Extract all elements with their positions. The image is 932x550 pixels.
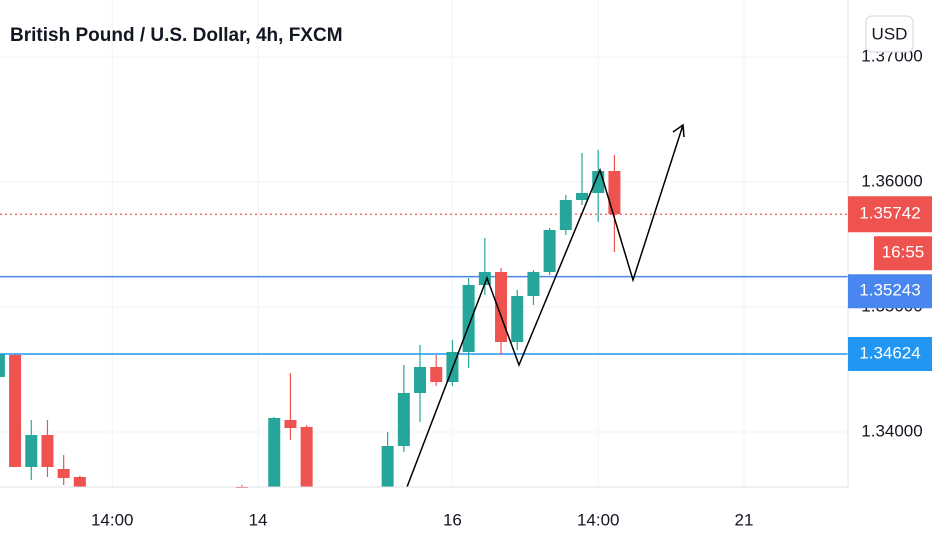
candle-body [57,469,70,478]
candle-body [430,367,443,382]
last-price-label: 1.35742 [859,204,920,223]
candle-body [9,355,22,467]
candle-body [414,367,427,393]
price-line-box [848,274,932,309]
price-line-label: 1.34624 [859,343,920,362]
candle-body [284,420,297,428]
x-tick-label: 14:00 [577,510,620,529]
price-lines [0,213,848,355]
drawn-path [406,124,684,488]
x-tick-label: 14:00 [91,510,134,529]
x-tick-label: 21 [735,510,754,529]
candle-body [0,354,5,377]
candle-body [300,427,313,487]
candle-body [511,296,524,342]
candle-body [381,446,394,487]
candle-body [268,418,281,487]
candle-body [41,435,54,467]
x-tick-label: 14 [249,510,268,529]
arrow-head [672,123,685,138]
candle-body [397,393,410,446]
candle-body [462,285,475,352]
y-tick-label: 1.36000 [861,171,922,190]
countdown-box [874,236,932,271]
candle-body [25,435,38,467]
currency-label[interactable]: USD [872,24,908,43]
candle-body [576,193,589,200]
candle-body [527,272,540,296]
candle-body [73,477,86,487]
last-price-box [848,196,932,233]
candle-body [559,200,572,230]
candle-body [543,230,556,272]
candle-body [495,272,508,342]
countdown-label: 16:55 [882,243,925,262]
price-line-box [848,337,932,371]
candles [0,150,621,488]
y-tick-label: 1.34000 [861,421,922,440]
price-line-label: 1.35243 [859,281,920,300]
candle-body [608,171,621,215]
axis-boxes: 1.35742 16:55 1.35243 1.34624 [848,196,932,371]
x-tick-label: 16 [443,510,462,529]
chart-title: British Pound / U.S. Dollar, 4h, FXCM [10,25,343,46]
grid [0,0,848,487]
currency-button[interactable] [865,15,914,53]
